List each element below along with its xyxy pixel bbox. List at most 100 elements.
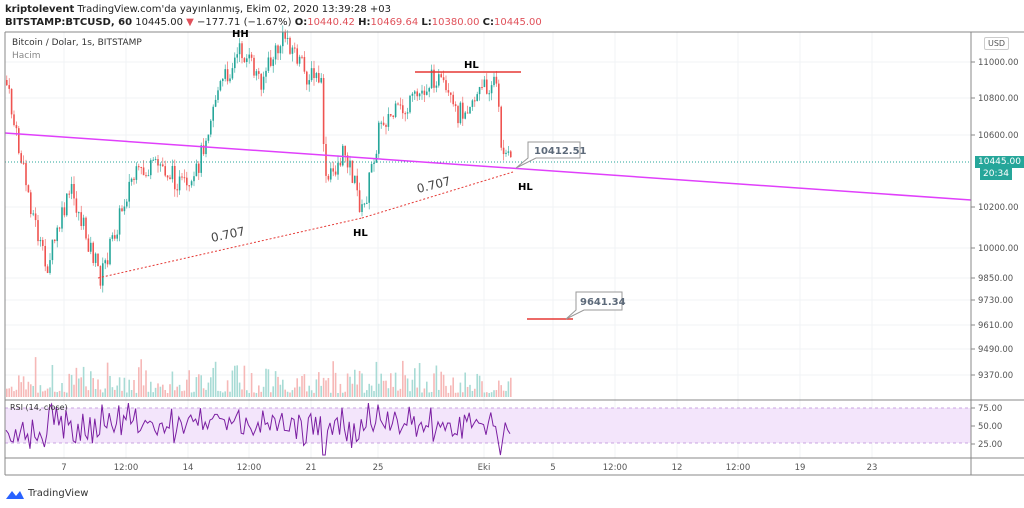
candle: [354, 175, 356, 183]
candle: [238, 43, 241, 55]
volume-bar: [454, 392, 457, 397]
volume-bar: [486, 392, 488, 397]
volume-bar: [255, 392, 258, 397]
currency-button[interactable]: USD: [984, 37, 1010, 50]
volume-bar: [320, 385, 322, 397]
candle: [190, 181, 193, 186]
volume-bar: [291, 390, 294, 397]
candle: [486, 79, 488, 94]
candle: [150, 160, 152, 176]
candle: [159, 164, 162, 166]
volume-bar: [421, 392, 423, 397]
candle: [442, 77, 445, 81]
volume-bar: [315, 379, 318, 397]
trend-line[interactable]: [4, 132, 972, 201]
candle: [385, 124, 387, 127]
volume-bar: [476, 373, 478, 397]
volume-bar: [94, 388, 97, 397]
volume-bar: [488, 392, 490, 397]
candle: [176, 189, 178, 191]
volume-bar: [296, 378, 298, 397]
volume-bar: [39, 385, 42, 397]
volume-bar: [274, 371, 277, 397]
volume-bar: [332, 361, 334, 397]
candle: [495, 76, 498, 84]
volume-bar: [169, 384, 171, 397]
change: −177.71 (−1.67%): [197, 17, 292, 28]
volume-bar: [493, 390, 495, 397]
candle: [246, 58, 248, 62]
candle: [435, 85, 438, 88]
volume-bar: [246, 390, 248, 397]
candle: [231, 68, 234, 79]
candle: [140, 166, 142, 168]
o-label: O:: [294, 17, 308, 28]
volume-bar: [212, 367, 214, 397]
volume-bar: [433, 373, 435, 397]
volume-bar: [121, 390, 123, 397]
candle: [447, 90, 450, 93]
time-axis-label: 12:00: [726, 463, 751, 473]
candle: [262, 76, 265, 90]
volume-bar: [387, 388, 390, 397]
candle: [478, 87, 481, 95]
time-axis-label: 25: [373, 463, 384, 473]
callout-2-box[interactable]: [565, 291, 623, 320]
volume-bar: [70, 374, 73, 397]
volume-bar: [442, 374, 445, 397]
candle: [147, 175, 150, 177]
volume-bar: [114, 389, 116, 397]
candle: [145, 175, 147, 177]
volume-bar: [10, 386, 13, 397]
candle: [464, 112, 466, 119]
volume-bar: [373, 390, 375, 397]
c-label: C:: [482, 17, 495, 28]
volume-bar: [385, 380, 387, 397]
volume-bar: [358, 370, 361, 397]
price-axis-label: 9490.00: [978, 345, 1013, 355]
volume-bar: [262, 386, 265, 397]
candle: [330, 168, 332, 180]
candle: [18, 128, 20, 154]
candle: [349, 160, 351, 168]
candle: [138, 166, 140, 168]
volume-bar: [310, 390, 313, 397]
volume-bar: [406, 378, 409, 397]
candle: [207, 134, 210, 141]
volume-bar: [123, 377, 126, 397]
candle: [186, 177, 188, 186]
volume-bar: [171, 371, 174, 397]
candle: [234, 57, 236, 69]
volume-bar: [78, 378, 80, 397]
candle: [75, 198, 78, 213]
volume-bar: [466, 386, 469, 397]
candle: [99, 266, 102, 286]
candle: [426, 91, 428, 95]
volume-bar: [447, 392, 450, 397]
candle: [310, 68, 313, 81]
last-price-tag: 10445.00: [975, 156, 1024, 168]
volume-bar: [18, 375, 20, 397]
candle: [459, 102, 462, 124]
volume-bar: [61, 383, 63, 397]
candle: [49, 260, 51, 273]
author: kriptolevent: [5, 4, 75, 15]
candle: [121, 208, 123, 212]
volume-bar: [106, 362, 109, 397]
tradingview-logo[interactable]: TradingView: [6, 488, 88, 499]
candle: [433, 69, 435, 88]
candle: [260, 73, 262, 90]
candle: [195, 163, 198, 177]
fib-line-1[interactable]: [97, 217, 363, 279]
candle: [416, 91, 418, 97]
candle: [402, 105, 404, 114]
callout-1-box[interactable]: [515, 141, 581, 169]
candle: [390, 114, 392, 116]
chart-legend: Bitcoin / Dolar, 1s, BITSTAMP Hacim: [12, 38, 142, 61]
candle: [500, 106, 502, 148]
candle: [44, 245, 46, 267]
volume-bar: [80, 377, 82, 397]
candle: [440, 74, 442, 78]
candle: [210, 120, 212, 135]
